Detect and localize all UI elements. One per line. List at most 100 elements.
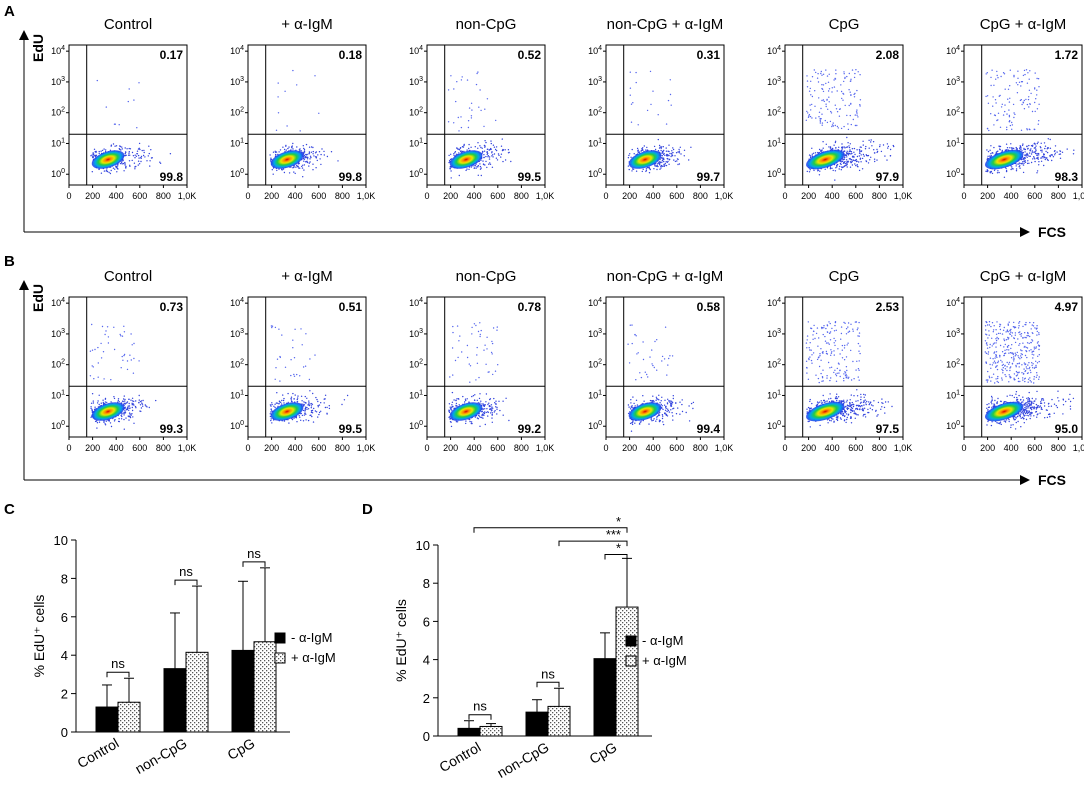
- event-dot: [836, 111, 839, 113]
- y-tick-label: 104: [767, 45, 781, 56]
- event-dot: [307, 419, 310, 422]
- event-dot: [477, 142, 479, 144]
- event-dot: [845, 410, 847, 413]
- event-dot: [867, 155, 869, 157]
- event-dot: [480, 159, 482, 162]
- event-dot: [829, 419, 831, 422]
- event-dot: [838, 168, 840, 170]
- flow-plot-title: CpG: [829, 268, 860, 285]
- event-dot: [133, 400, 135, 403]
- event-dot: [310, 151, 313, 153]
- event-dot: [671, 150, 673, 152]
- event-dot: [632, 420, 634, 422]
- event-dot: [853, 76, 856, 79]
- event-dot: [635, 81, 637, 84]
- event-dot: [117, 398, 120, 400]
- event-dot: [993, 124, 995, 126]
- event-dot: [100, 402, 103, 404]
- event-dot: [1015, 82, 1018, 84]
- event-dot: [308, 165, 310, 167]
- event-dot: [857, 400, 859, 402]
- event-dot: [669, 152, 671, 155]
- event-dot: [498, 400, 500, 402]
- event-dot: [850, 151, 853, 153]
- event-dot: [642, 168, 644, 170]
- event-dot: [833, 330, 836, 332]
- event-dot: [841, 146, 843, 149]
- event-dot: [629, 422, 632, 425]
- event-dot: [308, 152, 311, 154]
- event-dot: [836, 397, 838, 399]
- y-tick-label: 104: [51, 45, 65, 56]
- event-dot: [853, 410, 855, 412]
- event-dot: [815, 71, 817, 74]
- event-dot: [986, 127, 989, 130]
- event-dot: [836, 399, 838, 402]
- event-dot: [292, 148, 294, 150]
- event-dot: [296, 401, 298, 403]
- event-dot: [466, 149, 468, 151]
- event-dot: [661, 396, 663, 398]
- event-dot: [882, 144, 885, 146]
- event-dot: [658, 414, 661, 416]
- x-tick-label: 200: [801, 443, 816, 453]
- event-dot: [822, 147, 824, 149]
- event-dot: [846, 399, 848, 401]
- event-dot: [489, 412, 492, 414]
- event-dot: [634, 405, 636, 407]
- event-dot: [505, 397, 507, 399]
- event-dot: [491, 412, 493, 414]
- event-dot: [315, 411, 318, 413]
- event-dot: [296, 398, 298, 401]
- event-dot: [669, 93, 672, 96]
- event-dot: [655, 396, 658, 398]
- event-dot: [811, 354, 813, 356]
- event-dot: [1024, 151, 1026, 153]
- event-dot: [1059, 157, 1062, 159]
- event-dot: [1004, 149, 1007, 151]
- event-dot: [997, 150, 999, 152]
- event-dot: [481, 403, 483, 405]
- event-dot: [140, 155, 143, 158]
- y-tick-label: 101: [51, 137, 65, 148]
- x-tick-label: 400: [467, 443, 482, 453]
- event-dot: [317, 406, 319, 408]
- event-dot: [484, 146, 486, 148]
- event-dot: [659, 146, 662, 148]
- event-dot: [320, 410, 322, 412]
- event-dot: [806, 86, 809, 88]
- y-tick-label: 100: [588, 420, 602, 431]
- event-dot: [841, 400, 843, 403]
- event-dot: [138, 402, 140, 404]
- event-dot: [995, 78, 997, 80]
- x-tick-label: 200: [443, 443, 458, 453]
- event-dot: [1023, 160, 1025, 163]
- event-dot: [468, 418, 471, 421]
- event-dot: [487, 371, 489, 373]
- event-dot: [856, 109, 858, 111]
- event-dot: [837, 127, 839, 129]
- event-dot: [1022, 171, 1025, 174]
- event-dot: [269, 413, 271, 415]
- event-dot: [470, 115, 473, 117]
- event-dot: [856, 112, 858, 114]
- event-dot: [661, 360, 663, 362]
- event-dot: [667, 160, 669, 163]
- event-dot: [459, 147, 462, 149]
- event-dot: [481, 414, 483, 416]
- event-dot: [1014, 113, 1016, 116]
- event-dot: [457, 116, 459, 119]
- event-dot: [812, 330, 815, 332]
- event-dot: [1008, 101, 1011, 103]
- event-dot: [458, 130, 460, 132]
- event-dot: [468, 107, 471, 109]
- event-dot: [469, 420, 471, 423]
- event-dot: [829, 331, 832, 333]
- event-dot: [844, 322, 846, 324]
- event-dot: [849, 399, 851, 401]
- event-dot: [133, 422, 135, 424]
- event-dot: [129, 407, 131, 409]
- event-dot: [807, 420, 809, 423]
- event-dot: [819, 119, 821, 121]
